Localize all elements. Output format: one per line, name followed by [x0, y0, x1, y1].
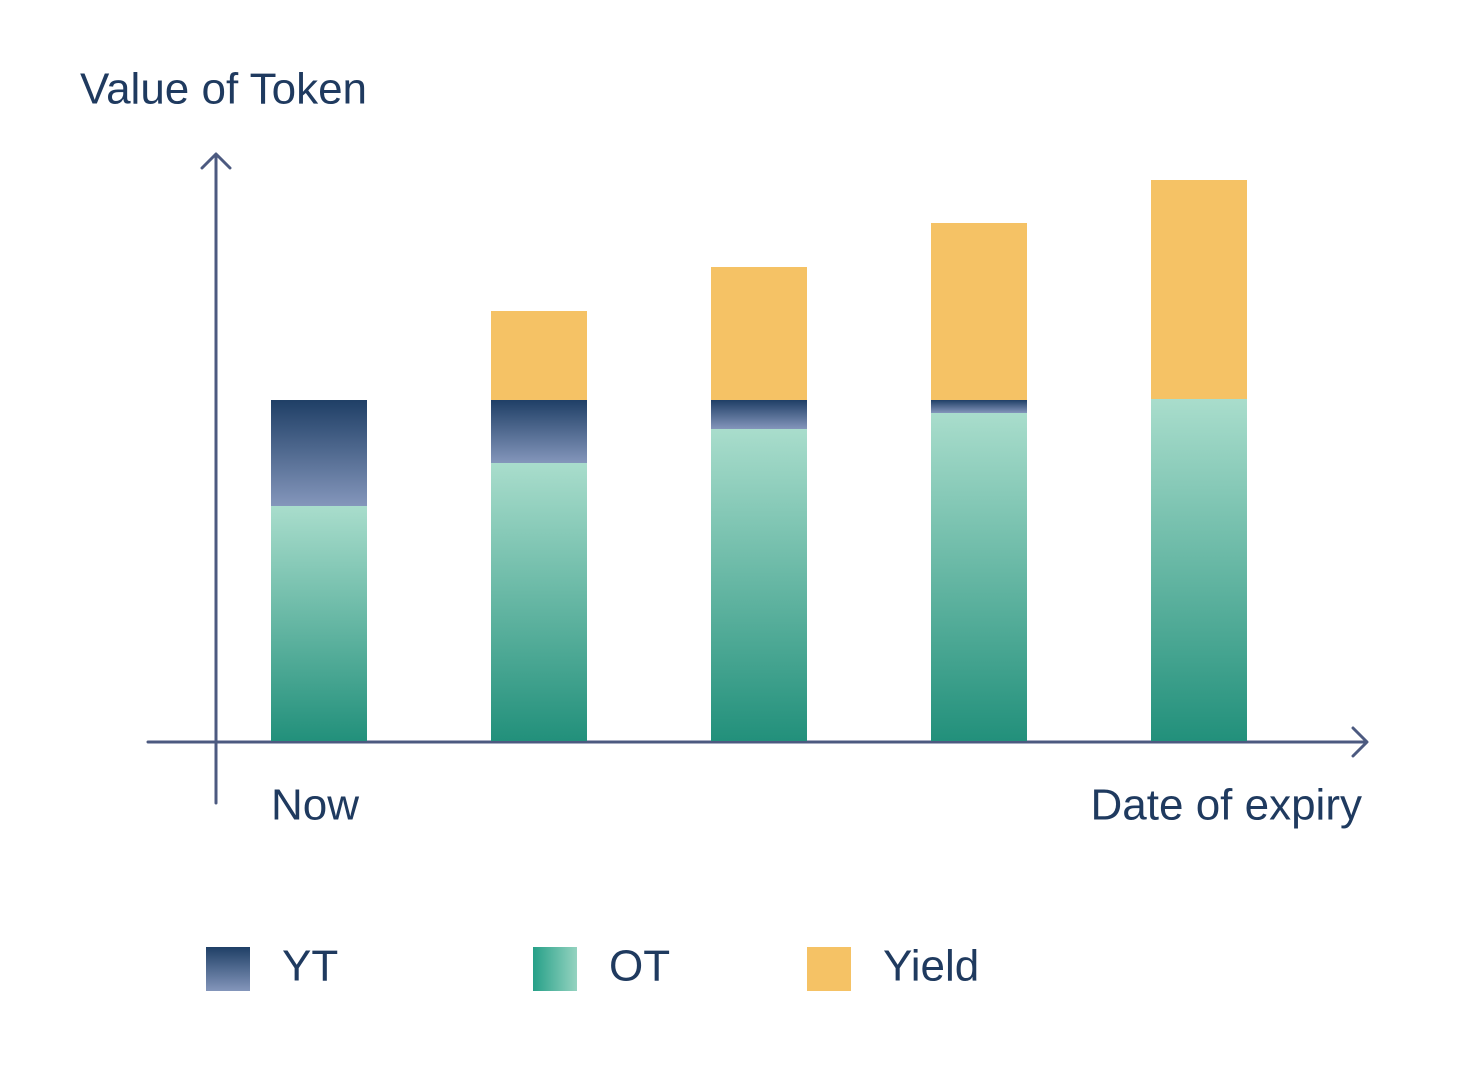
legend-swatch [807, 947, 851, 991]
legend-swatch [533, 947, 577, 991]
bar-segment [491, 463, 587, 741]
legend-label: OT [609, 942, 670, 991]
bar-segment [271, 506, 367, 741]
bar-segment [711, 400, 807, 429]
chart-title: Value of Token [80, 65, 367, 114]
bar-segment [931, 223, 1027, 400]
bar-segment [271, 400, 367, 506]
x-tick-label: Date of expiry [1091, 781, 1362, 830]
x-axis [146, 726, 1369, 758]
y-axis [200, 152, 232, 805]
bar-segment [711, 267, 807, 400]
bar-segment [711, 429, 807, 741]
legend-swatch [206, 947, 250, 991]
bar-segment [1151, 180, 1247, 399]
bar-segment [491, 400, 587, 463]
legend-label: Yield [883, 942, 979, 991]
bar-segment [491, 311, 587, 400]
bar-segment [931, 400, 1027, 413]
bar-segment [931, 413, 1027, 741]
x-tick-label: Now [271, 781, 359, 830]
legend-label: YT [282, 942, 338, 991]
bar-segment [1151, 399, 1247, 741]
